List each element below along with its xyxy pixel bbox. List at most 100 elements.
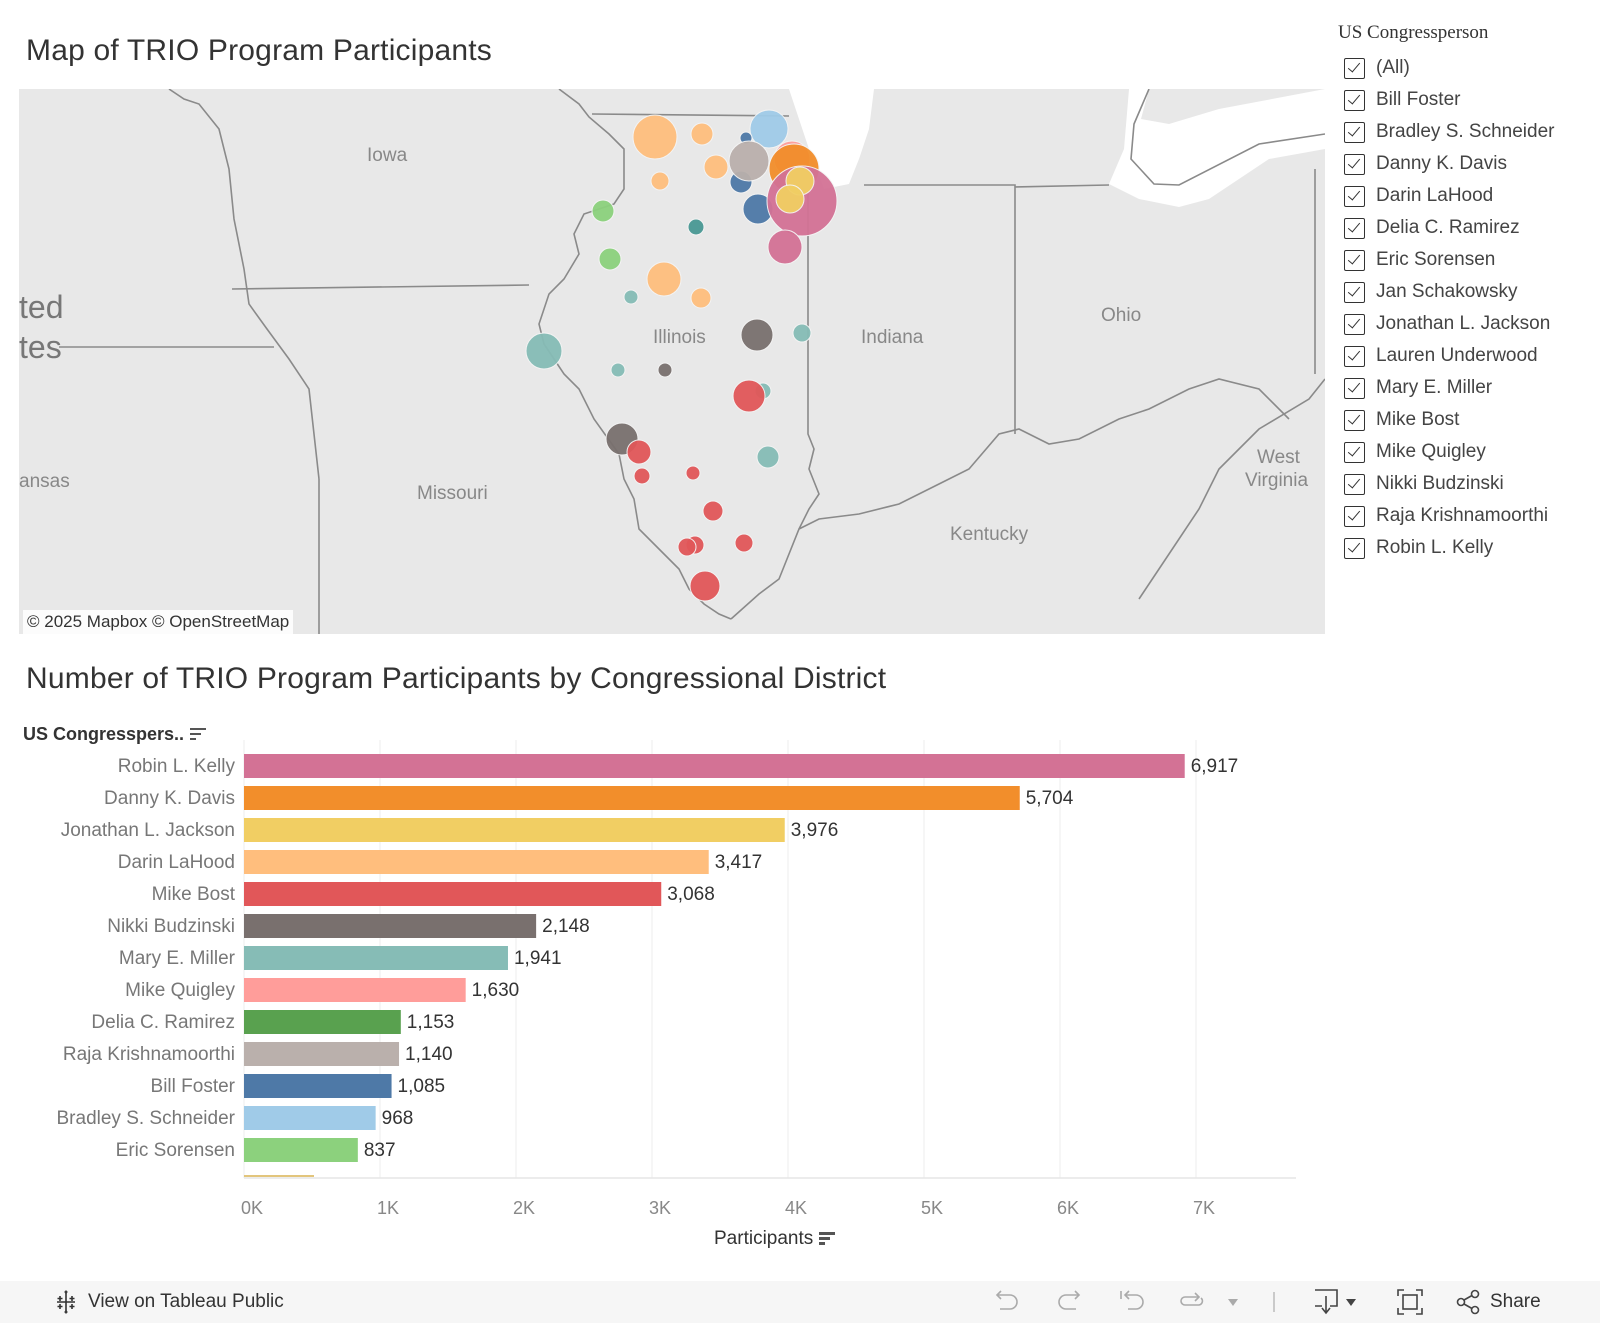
checkbox[interactable]: [1344, 537, 1365, 559]
map-bubble[interactable]: [623, 289, 639, 305]
filter-item[interactable]: Mike Quigley: [1338, 436, 1600, 468]
checkbox[interactable]: [1344, 153, 1365, 175]
x-tick-label: 0K: [241, 1198, 263, 1218]
map-canvas[interactable]: [19, 89, 1325, 634]
category-label: Eric Sorensen: [116, 1140, 235, 1161]
checkbox[interactable]: [1344, 89, 1365, 111]
map-bubble[interactable]: [525, 332, 563, 370]
checkbox[interactable]: [1344, 121, 1365, 143]
filter-item[interactable]: Delia C. Ramirez: [1338, 212, 1600, 244]
value-label: 3,976: [791, 820, 839, 841]
filter-item[interactable]: Jonathan L. Jackson: [1338, 308, 1600, 340]
map-bubble[interactable]: [703, 154, 729, 180]
map-bubble[interactable]: [690, 287, 712, 309]
filter-item[interactable]: Darin LaHood: [1338, 180, 1600, 212]
map-bubble[interactable]: [646, 261, 682, 297]
map-bubble[interactable]: [740, 318, 774, 352]
filter-list: (All) Bill Foster Bradley S. Schneider Dann…: [1338, 52, 1600, 564]
map-bubble[interactable]: [677, 537, 697, 557]
map-attribution[interactable]: © 2025 Mapbox © OpenStreetMap: [23, 610, 294, 634]
row-header[interactable]: US Congresspers..: [23, 724, 207, 745]
bar[interactable]: [244, 1106, 376, 1130]
filter-item[interactable]: Eric Sorensen: [1338, 244, 1600, 276]
filter-item[interactable]: Mary E. Miller: [1338, 372, 1600, 404]
bar[interactable]: [244, 1074, 392, 1098]
download-button[interactable]: [1312, 1289, 1360, 1315]
map-bubble[interactable]: [792, 323, 812, 343]
map-bubble[interactable]: [650, 171, 670, 191]
bar-partial[interactable]: [244, 1175, 314, 1177]
checkbox[interactable]: [1344, 377, 1365, 399]
filter-item[interactable]: Bradley S. Schneider: [1338, 116, 1600, 148]
checkbox[interactable]: [1344, 217, 1365, 239]
x-axis-title[interactable]: Participants: [714, 1228, 836, 1250]
share-button[interactable]: Share: [1456, 1289, 1541, 1315]
filter-item[interactable]: Mike Bost: [1338, 404, 1600, 436]
map-bubble[interactable]: [690, 122, 714, 146]
filter-item[interactable]: Robin L. Kelly: [1338, 532, 1600, 564]
checkbox[interactable]: [1344, 505, 1365, 527]
map-bubble[interactable]: [732, 379, 766, 413]
filter-item[interactable]: Nikki Budzinski: [1338, 468, 1600, 500]
bar[interactable]: [244, 850, 709, 874]
map-bubble[interactable]: [657, 362, 673, 378]
map-bubble[interactable]: [728, 140, 770, 182]
refresh-button[interactable]: [1178, 1289, 1208, 1315]
filter-item-label: Eric Sorensen: [1376, 249, 1496, 270]
filter-item[interactable]: Jan Schakowsky: [1338, 276, 1600, 308]
category-label: Raja Krishnamoorthi: [63, 1044, 235, 1065]
map-bubble[interactable]: [734, 533, 754, 553]
checkbox[interactable]: [1344, 281, 1365, 303]
bar[interactable]: [244, 882, 662, 906]
map-bubble[interactable]: [689, 570, 721, 602]
bar[interactable]: [244, 1042, 400, 1066]
map-view[interactable]: Iowa Illinois Indiana Ohio Missouri Kent…: [19, 89, 1325, 634]
bar[interactable]: [244, 818, 785, 842]
map-bubble[interactable]: [685, 465, 701, 481]
filter-item[interactable]: Raja Krishnamoorthi: [1338, 500, 1600, 532]
checkbox[interactable]: [1344, 345, 1365, 367]
filter-item[interactable]: (All): [1338, 52, 1600, 84]
map-bubble[interactable]: [610, 362, 626, 378]
checkbox[interactable]: [1344, 473, 1365, 495]
map-bubble[interactable]: [633, 467, 651, 485]
map-bubble[interactable]: [775, 184, 805, 214]
bar[interactable]: [244, 978, 466, 1002]
view-on-tableau-public-link[interactable]: View on Tableau Public: [54, 1290, 284, 1314]
value-label: 2,148: [542, 916, 590, 937]
redo-button[interactable]: [1056, 1289, 1084, 1315]
bar[interactable]: [244, 914, 537, 938]
sort-icon[interactable]: [819, 1232, 836, 1246]
bar[interactable]: [244, 786, 1020, 810]
filter-item-label: Mike Bost: [1376, 409, 1460, 430]
filter-item-label: Bill Foster: [1376, 89, 1461, 110]
checkbox[interactable]: [1344, 441, 1365, 463]
filter-item[interactable]: Bill Foster: [1338, 84, 1600, 116]
bar[interactable]: [244, 946, 508, 970]
undo-button[interactable]: [992, 1289, 1020, 1315]
revert-button[interactable]: [1118, 1289, 1146, 1315]
checkbox[interactable]: [1344, 249, 1365, 271]
filter-item[interactable]: Lauren Underwood: [1338, 340, 1600, 372]
checkbox[interactable]: [1344, 57, 1365, 79]
map-bubble[interactable]: [756, 445, 780, 469]
map-bubble[interactable]: [702, 500, 724, 522]
checkbox[interactable]: [1344, 185, 1365, 207]
bar[interactable]: [244, 1138, 358, 1162]
map-bubble[interactable]: [749, 109, 789, 149]
map-bubble[interactable]: [767, 229, 803, 265]
bar[interactable]: [244, 754, 1185, 778]
map-bubble[interactable]: [626, 439, 652, 465]
bar[interactable]: [244, 1010, 401, 1034]
map-bubble[interactable]: [598, 247, 622, 271]
sort-icon[interactable]: [190, 727, 207, 742]
checkbox[interactable]: [1344, 313, 1365, 335]
map-bubble[interactable]: [591, 199, 615, 223]
checkbox[interactable]: [1344, 409, 1365, 431]
fullscreen-button[interactable]: [1396, 1289, 1424, 1315]
refresh-dropdown[interactable]: [1226, 1289, 1240, 1315]
map-bubble[interactable]: [687, 218, 705, 236]
map-label-kansas: ansas: [19, 471, 70, 492]
map-bubble[interactable]: [632, 114, 678, 160]
filter-item[interactable]: Danny K. Davis: [1338, 148, 1600, 180]
